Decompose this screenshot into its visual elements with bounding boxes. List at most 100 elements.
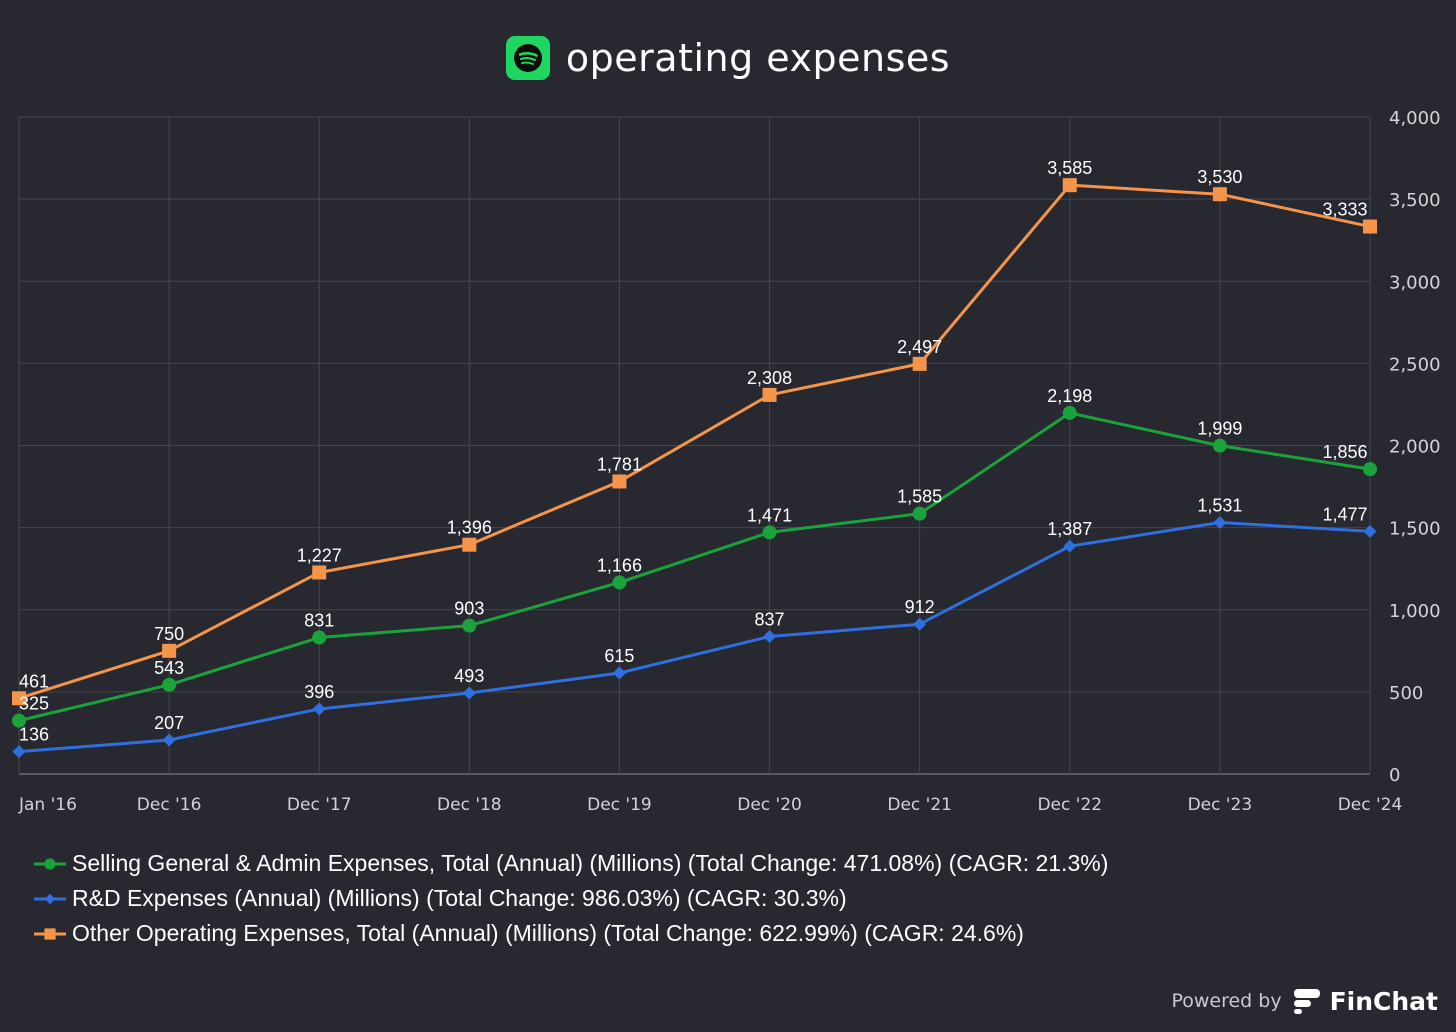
square-marker [912,356,927,371]
y-tick-label: 2,500 [1389,354,1441,375]
data-label: 831 [304,611,334,631]
diamond-marker [1213,516,1227,530]
data-markers [12,178,1377,759]
series-line [18,183,1371,700]
x-tick-label: Dec '19 [587,795,652,815]
data-label: 1,396 [447,518,492,538]
x-tick-label: Dec '16 [137,795,202,815]
data-labels: 325 543 831 903 1,166 1,471 1,585 2,198 1,999 1,8… [19,158,1368,744]
chart-header: operating expenses [0,30,1456,86]
legend-item-sga[interactable]: Selling General & Admin Expenses, Total … [34,846,1108,881]
data-label: 207 [154,713,184,733]
legend-marker [44,893,56,904]
chart-plot: 0 500 1,000 1,500 2,000 2,500 3,000 3,500 4,000 J… [12,108,1441,815]
data-label: 615 [604,646,634,666]
square-marker [762,387,777,402]
x-tick-label: Dec '17 [287,795,352,815]
y-tick-label: 1,500 [1389,519,1441,540]
data-label: 912 [905,597,935,617]
legend-item-rd[interactable]: R&D Expenses (Annual) (Millions) (Total … [34,881,1108,916]
diamond-marker [1363,524,1377,538]
diamond-marker [612,666,626,680]
y-tick-label: 0 [1389,765,1400,786]
x-tick-label: Dec '21 [887,795,952,815]
footer-branding: Powered by FinChat [1171,986,1438,1016]
data-label: 3,333 [1322,200,1367,220]
square-marker [312,565,327,580]
diamond-marker [312,702,326,716]
data-label: 837 [755,610,785,630]
x-tick-label: Dec '18 [437,795,502,815]
data-label: 1,856 [1322,442,1367,462]
data-label: 325 [19,694,49,714]
legend-swatch-circle-icon [34,857,66,870]
series-line [18,411,1371,723]
circle-marker [1062,405,1077,420]
x-tick-label: Dec '22 [1037,795,1102,815]
y-tick-label: 3,500 [1389,190,1441,211]
x-tick-label: Dec '23 [1188,795,1253,815]
circle-marker [462,618,477,633]
circle-marker [12,713,26,728]
circle-marker [312,630,327,645]
data-label: 3,530 [1197,167,1242,187]
chart-title: operating expenses [565,36,951,80]
data-label: 2,497 [897,337,942,357]
diamond-marker [1063,539,1077,553]
square-marker [162,643,177,658]
diamond-marker [913,617,927,631]
legend-marker [44,927,56,940]
circle-marker [762,525,777,540]
square-marker [462,537,477,552]
diamond-marker [763,630,777,644]
series-line [18,521,1371,754]
circle-marker [162,677,177,692]
data-label: 1,387 [1047,519,1092,539]
circle-marker [612,575,627,590]
square-marker [1363,219,1377,234]
finchat-logo-icon [1293,989,1320,1014]
x-tick-label: Jan '16 [18,795,77,815]
y-tick-label: 1,000 [1389,601,1441,622]
circle-marker [1363,462,1377,477]
x-tick-label: Dec '24 [1338,795,1403,815]
grid-lines [18,116,1371,775]
legend-swatch-diamond-icon [34,893,66,904]
powered-by-text: Powered by [1171,990,1282,1012]
legend-label: Selling General & Admin Expenses, Total … [72,850,1109,876]
legend-label: Other Operating Expenses, Total (Annual)… [72,920,1024,946]
data-label: 1,531 [1197,496,1242,516]
data-label: 750 [154,624,184,644]
legend-item-other[interactable]: Other Operating Expenses, Total (Annual)… [34,916,1108,951]
circle-marker [912,506,927,521]
data-label: 3,585 [1047,158,1092,178]
data-label: 1,477 [1322,504,1367,524]
data-label: 1,999 [1197,419,1242,439]
y-tick-label: 2,000 [1389,437,1441,458]
spotify-logo-icon [505,36,550,80]
data-label: 1,471 [747,505,792,525]
finchat-brand-name: FinChat [1329,986,1438,1016]
y-tick-label: 3,000 [1389,272,1441,293]
data-label: 1,781 [597,454,642,474]
diamond-marker [12,745,26,759]
data-label: 1,227 [297,545,342,565]
series-lines [18,183,1371,754]
chart-legend: Selling General & Admin Expenses, Total … [34,846,1108,951]
data-label: 2,198 [1047,386,1092,406]
data-label: 543 [154,658,184,678]
square-marker [12,691,26,706]
data-label: 396 [304,682,334,702]
data-label: 493 [454,666,484,686]
legend-marker [44,857,56,870]
square-marker [1212,187,1227,202]
y-tick-label: 500 [1389,683,1423,704]
square-marker [1062,178,1077,193]
data-label: 461 [19,671,49,691]
data-label: 1,166 [597,555,642,575]
diamond-marker [462,686,476,700]
data-label: 136 [19,725,49,745]
legend-label: R&D Expenses (Annual) (Millions) (Total … [72,885,847,911]
y-tick-label: 4,000 [1389,108,1441,129]
data-label: 2,308 [747,368,792,388]
